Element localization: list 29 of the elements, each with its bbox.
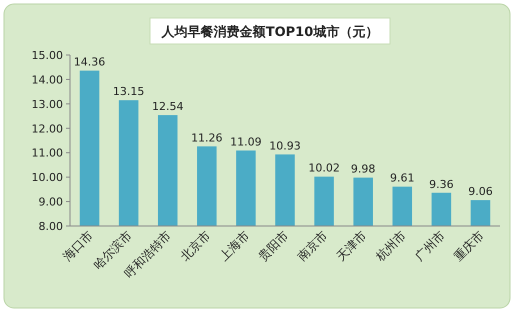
x-tick-label: 重庆市 <box>451 228 487 264</box>
data-label: 10.93 <box>269 139 301 152</box>
x-tick-label: 杭州市 <box>372 228 408 264</box>
data-label: 11.26 <box>191 131 223 144</box>
y-tick-label: 9.00 <box>38 196 63 209</box>
data-label: 10.02 <box>308 162 340 175</box>
x-tick-label: 贵阳市 <box>256 228 292 264</box>
y-tick-label: 8.00 <box>38 220 63 233</box>
y-tick-label: 11.00 <box>32 146 63 160</box>
y-tick-label: 14.00 <box>32 73 63 86</box>
x-tick-label: 天津市 <box>334 228 370 264</box>
y-tick-label: 15.00 <box>32 49 63 62</box>
data-label: 9.36 <box>429 178 454 191</box>
data-label: 9.98 <box>350 162 376 176</box>
x-tick-label: 北京市 <box>178 228 213 264</box>
data-label: 9.61 <box>390 172 415 185</box>
x-tick-label: 广州市 <box>412 228 448 264</box>
y-tick-label: 12.00 <box>32 122 63 136</box>
data-label: 13.15 <box>112 85 144 98</box>
data-label: 14.36 <box>74 56 106 69</box>
x-tick-label: 南京市 <box>294 228 330 264</box>
x-tick-label: 海口市 <box>60 228 96 264</box>
data-label: 11.09 <box>230 136 262 149</box>
x-tick-label: 上海市 <box>216 228 252 264</box>
data-label: 12.54 <box>152 100 184 114</box>
y-tick-label: 13.00 <box>32 98 63 111</box>
y-tick-label: 10.00 <box>32 171 63 184</box>
data-label: 9.06 <box>468 185 493 198</box>
chart-title: 人均早餐消费金额TOP10城市（元） <box>160 24 378 40</box>
